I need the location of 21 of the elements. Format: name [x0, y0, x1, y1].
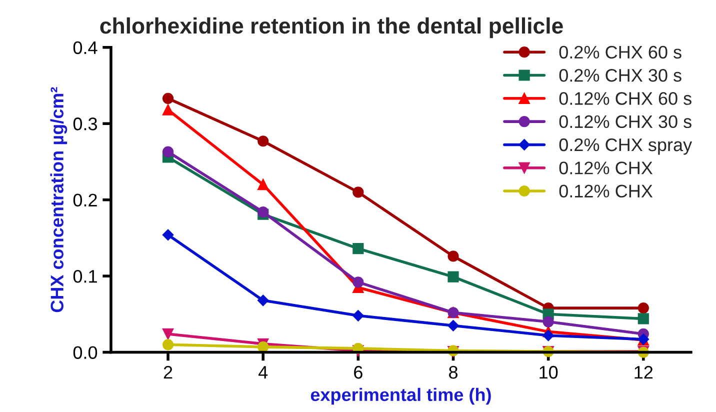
x-tick-label: 12: [634, 366, 653, 379]
x-tick-label: 6: [354, 366, 362, 379]
x-tick-label: 4: [258, 366, 268, 379]
x-axis-title: experimental time (h): [310, 388, 491, 405]
y-tick-label: 0.2: [73, 194, 97, 207]
legend-label: 0.2% CHX spray: [559, 138, 692, 155]
y-axis-title: CHX concentration µg/cm²: [50, 87, 68, 312]
legend-label: 0.12% CHX 60 s: [559, 92, 692, 105]
y-tick-label: 0.4: [73, 41, 98, 54]
y-tick-label: 0.1: [73, 270, 97, 283]
x-tick-label: 10: [540, 366, 558, 379]
y-tick-label: 0.3: [73, 118, 97, 130]
legend-label: 0.2% CHX 30 s: [559, 68, 682, 82]
legend-label: 0.12% CHX: [559, 184, 653, 198]
x-tick-label: 8: [449, 366, 458, 379]
legend-label: 0.12% CHX 30 s: [559, 115, 692, 128]
legend-label: 0.2% CHX 60 s: [559, 46, 682, 59]
y-tick-label: 0.0: [73, 346, 98, 359]
x-tick-label: 2: [164, 366, 172, 379]
chart-title: chlorhexidine retention in the dental pellicle: [100, 17, 563, 38]
legend-label: 0.12% CHX: [559, 162, 653, 174]
